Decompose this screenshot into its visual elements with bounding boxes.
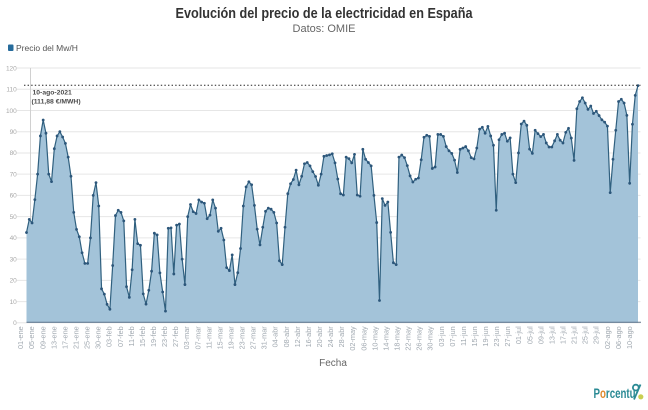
svg-text:13-jul: 13-jul [547,326,556,344]
svg-text:05-ene: 05-ene [27,326,36,349]
svg-text:29-jul: 29-jul [592,326,601,344]
svg-text:26-may: 26-may [415,326,424,351]
svg-text:20: 20 [10,278,18,285]
svg-text:08-abr: 08-abr [282,326,291,348]
svg-text:27-mar: 27-mar [249,326,258,350]
svg-text:10-ago-2021: 10-ago-2021 [33,90,73,97]
svg-text:02-ago: 02-ago [603,326,612,349]
svg-text:25-ene: 25-ene [83,326,92,349]
svg-text:11-jun: 11-jun [459,326,468,346]
svg-text:Porcentu: Porcentu [594,387,636,402]
svg-text:0: 0 [13,320,17,327]
svg-text:03-feb: 03-feb [105,326,114,347]
svg-text:02-may: 02-may [348,326,357,351]
svg-text:10-ago: 10-ago [625,326,634,349]
svg-text:10: 10 [10,299,18,306]
svg-text:22-may: 22-may [404,326,413,351]
svg-text:120: 120 [6,65,17,72]
svg-text:07-jun: 07-jun [448,326,457,346]
svg-text:21-jul: 21-jul [570,326,579,344]
svg-text:01-jul: 01-jul [514,326,523,344]
svg-text:23-jun: 23-jun [492,326,501,346]
svg-text:27-feb: 27-feb [171,326,180,347]
svg-text:13-ene: 13-ene [49,326,58,349]
svg-text:09-jul: 09-jul [536,326,545,344]
svg-text:70: 70 [10,171,18,178]
svg-text:07-feb: 07-feb [116,326,125,347]
svg-text:04-abr: 04-abr [271,326,280,348]
svg-text:19-mar: 19-mar [226,326,235,350]
svg-text:23-feb: 23-feb [160,326,169,347]
svg-text:03-jun: 03-jun [437,326,446,346]
svg-text:07-mar: 07-mar [193,326,202,350]
svg-text:Precio del Mw/H: Precio del Mw/H [16,43,78,53]
svg-text:Fecha: Fecha [319,358,347,369]
svg-text:15-feb: 15-feb [138,326,147,347]
svg-text:28-abr: 28-abr [337,326,346,348]
svg-text:Evolución del precio de la ele: Evolución del precio de la electricidad … [176,5,474,22]
svg-text:18-may: 18-may [392,326,401,351]
svg-text:15-jun: 15-jun [470,326,479,346]
svg-text:17-ene: 17-ene [60,326,69,349]
svg-text:17-jul: 17-jul [559,326,568,344]
svg-text:11-feb: 11-feb [127,326,136,346]
svg-text:90: 90 [10,129,18,136]
svg-text:06-ago: 06-ago [614,326,623,349]
svg-text:110: 110 [6,87,17,94]
svg-text:30: 30 [10,256,18,263]
svg-text:16-abr: 16-abr [304,326,313,348]
svg-text:11-mar: 11-mar [204,326,213,349]
svg-text:24-abr: 24-abr [326,326,335,348]
svg-text:30-ene: 30-ene [94,326,103,349]
svg-text:01-ene: 01-ene [16,326,25,349]
svg-text:05-jul: 05-jul [525,326,534,344]
svg-text:21-ene: 21-ene [72,326,81,349]
svg-text:12-abr: 12-abr [293,326,302,348]
svg-text:40: 40 [10,235,18,242]
svg-text:Datos: OMIE: Datos: OMIE [293,23,356,35]
svg-text:19-jun: 19-jun [481,326,490,346]
svg-text:30-may: 30-may [426,326,435,351]
svg-text:60: 60 [10,193,18,200]
svg-text:80: 80 [10,150,18,157]
svg-text:25-jul: 25-jul [581,326,590,344]
svg-text:03-mar: 03-mar [182,326,191,350]
svg-text:100: 100 [6,108,17,115]
svg-text:19-feb: 19-feb [149,326,158,347]
svg-text:14-may: 14-may [381,326,390,351]
svg-text:27-jun: 27-jun [503,326,512,346]
svg-text:15-mar: 15-mar [215,326,224,350]
svg-text:20-abr: 20-abr [315,326,324,348]
svg-text:06-may: 06-may [359,326,368,351]
svg-text:10-may: 10-may [370,326,379,351]
svg-text:(111,88 €/MWH): (111,88 €/MWH) [32,98,81,105]
svg-text:31-mar: 31-mar [260,326,269,350]
svg-text:23-mar: 23-mar [238,326,247,350]
svg-text:50: 50 [10,214,18,221]
svg-text:09-ene: 09-ene [38,326,47,349]
